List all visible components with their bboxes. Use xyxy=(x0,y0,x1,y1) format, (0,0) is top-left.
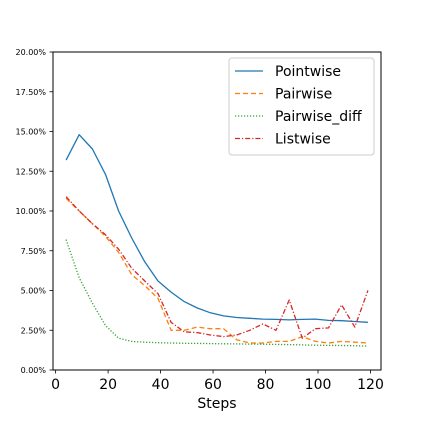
legend-label: Listwise xyxy=(275,132,331,148)
y-axis: 0.00% 2.50% 5.00% 7.50% 10.00% 12.50% 15.00% 17… xyxy=(15,48,53,375)
legend-label: Pairwise_diff xyxy=(275,109,362,125)
series-line-listwise xyxy=(65,196,369,339)
y-tick-label: 5.00% xyxy=(21,287,47,296)
y-tick-label: 20.00% xyxy=(15,48,46,57)
x-tick-label: 100 xyxy=(305,377,332,393)
legend-box xyxy=(228,57,375,156)
x-tick-label: 80 xyxy=(257,377,275,393)
x-axis-label: Steps xyxy=(197,396,236,412)
x-tick-label: 120 xyxy=(357,377,384,393)
x-tick-label: 20 xyxy=(99,377,117,393)
x-axis: 0 20 40 60 80 100 120 xyxy=(51,370,384,393)
legend: Pointwise Pairwise Pairwise_diff Listwise xyxy=(228,57,375,156)
series-line-pointwise xyxy=(65,134,368,323)
y-tick-label: 0.00% xyxy=(21,366,47,375)
series-line-pairwise xyxy=(65,197,368,344)
y-tick-label: 10.00% xyxy=(15,207,46,216)
plot-area xyxy=(65,134,369,347)
x-tick-label: 40 xyxy=(152,377,170,393)
x-tick-label: 60 xyxy=(204,377,222,393)
legend-label: Pairwise xyxy=(275,87,332,103)
y-tick-label: 17.50% xyxy=(15,88,46,97)
y-tick-label: 12.50% xyxy=(15,167,46,176)
y-tick-label: 15.00% xyxy=(15,128,46,137)
y-tick-label: 7.50% xyxy=(21,247,47,256)
x-tick-label: 0 xyxy=(51,377,60,393)
series-line-pairwise-diff xyxy=(65,239,368,347)
legend-label: Pointwise xyxy=(275,64,341,80)
y-tick-label: 2.50% xyxy=(21,326,47,335)
